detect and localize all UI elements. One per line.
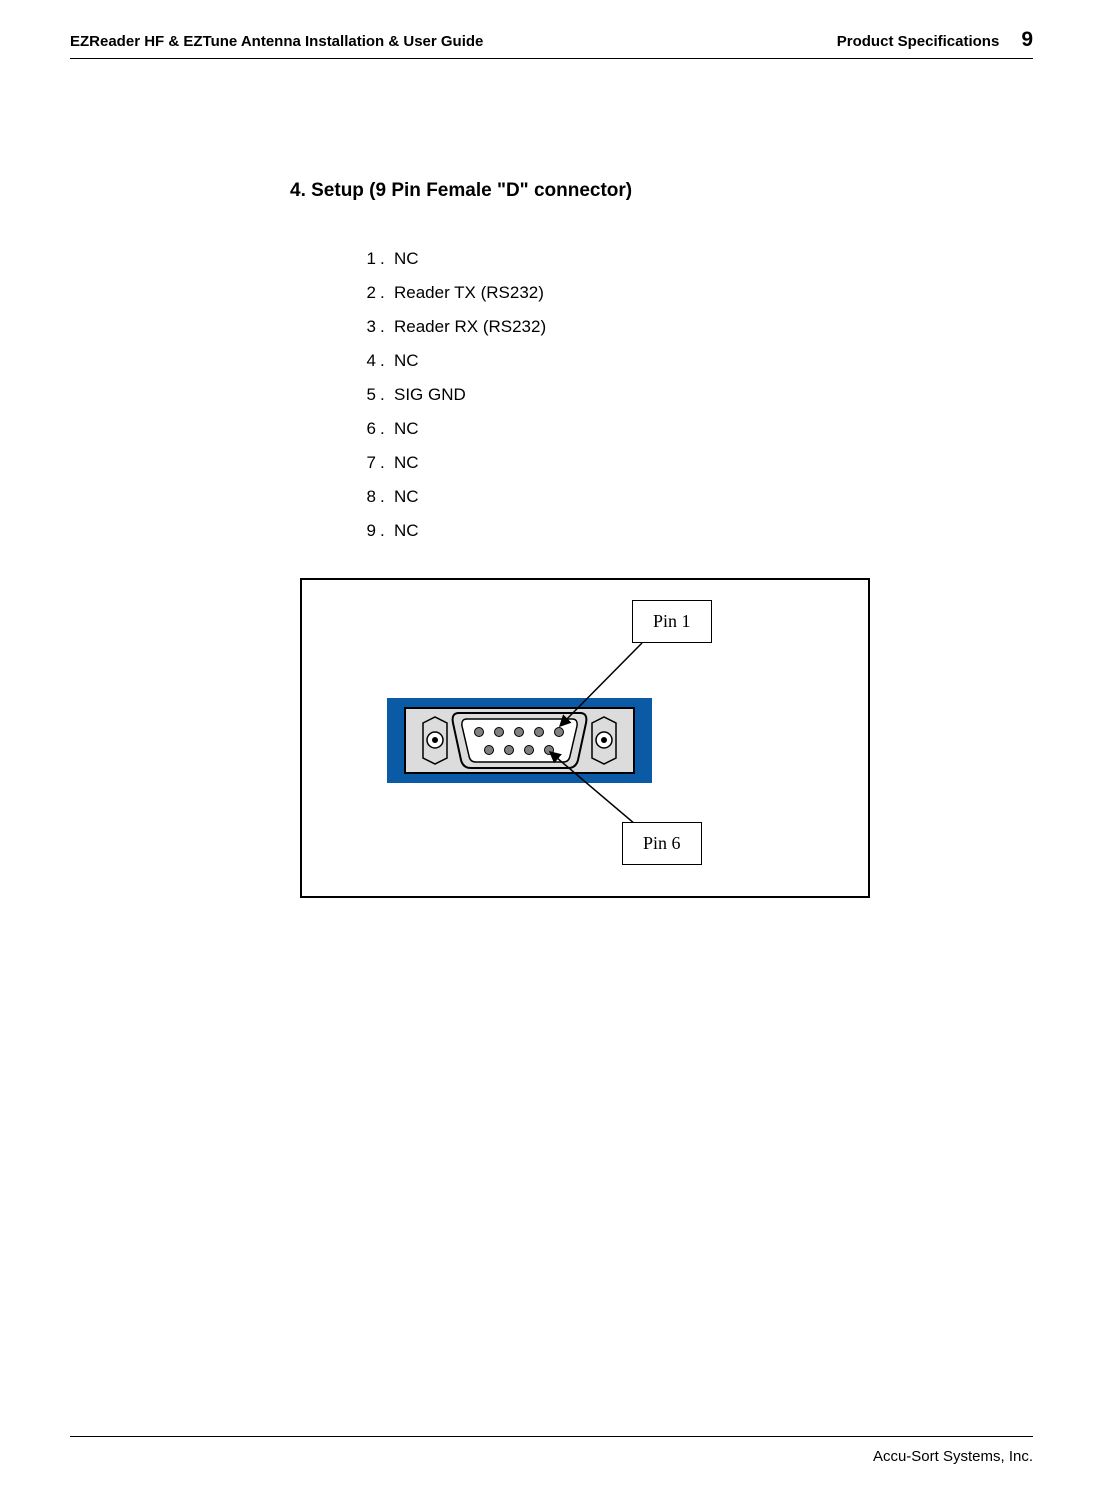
pin-dot: . bbox=[380, 412, 394, 446]
pin-label: Reader TX (RS232) bbox=[394, 276, 544, 310]
pin-assignment-list: 1.NC 2.Reader TX (RS232) 3.Reader RX (RS… bbox=[290, 242, 930, 548]
pin-label: NC bbox=[394, 242, 419, 276]
header-right-group: Product Specifications 9 bbox=[837, 28, 1033, 52]
db9-connector-icon bbox=[387, 698, 652, 783]
pin-label: NC bbox=[394, 446, 419, 480]
list-item: 6.NC bbox=[350, 412, 930, 446]
pin-dot: . bbox=[380, 310, 394, 344]
footer-divider bbox=[70, 1436, 1033, 1437]
section-heading: 4. Setup (9 Pin Female "D" connector) bbox=[290, 180, 930, 202]
pin-number: 9 bbox=[350, 514, 380, 548]
pin6-callout: Pin 6 bbox=[622, 822, 702, 865]
footer-company: Accu-Sort Systems, Inc. bbox=[873, 1448, 1033, 1465]
pin-dot: . bbox=[380, 514, 394, 548]
list-item: 8.NC bbox=[350, 480, 930, 514]
pin-dot: . bbox=[380, 446, 394, 480]
list-item: 5.SIG GND bbox=[350, 378, 930, 412]
pin-number: 8 bbox=[350, 480, 380, 514]
pin-label: NC bbox=[394, 514, 419, 548]
pin-label: SIG GND bbox=[394, 378, 466, 412]
header-page-number: 9 bbox=[1021, 28, 1033, 52]
pin-label: NC bbox=[394, 480, 419, 514]
header-divider bbox=[70, 58, 1033, 59]
pin-label: NC bbox=[394, 344, 419, 378]
list-item: 4.NC bbox=[350, 344, 930, 378]
list-item: 2.Reader TX (RS232) bbox=[350, 276, 930, 310]
pin1-callout: Pin 1 bbox=[632, 600, 712, 643]
pin-number: 7 bbox=[350, 446, 380, 480]
list-item: 3.Reader RX (RS232) bbox=[350, 310, 930, 344]
header-doc-title: EZReader HF & EZTune Antenna Installatio… bbox=[70, 33, 483, 50]
pin-dot: . bbox=[380, 344, 394, 378]
pin-number: 6 bbox=[350, 412, 380, 446]
page-header: EZReader HF & EZTune Antenna Installatio… bbox=[70, 28, 1033, 52]
pin-number: 1 bbox=[350, 242, 380, 276]
main-content: 4. Setup (9 Pin Female "D" connector) 1.… bbox=[290, 180, 930, 898]
list-item: 7.NC bbox=[350, 446, 930, 480]
list-item: 9.NC bbox=[350, 514, 930, 548]
pin-label: Reader RX (RS232) bbox=[394, 310, 546, 344]
pin-dot: . bbox=[380, 480, 394, 514]
pin-dot: . bbox=[380, 242, 394, 276]
pin-number: 4 bbox=[350, 344, 380, 378]
pin-number: 5 bbox=[350, 378, 380, 412]
header-section-name: Product Specifications bbox=[837, 33, 1000, 50]
pin-number: 2 bbox=[350, 276, 380, 310]
list-item: 1.NC bbox=[350, 242, 930, 276]
pin-dot: . bbox=[380, 276, 394, 310]
pin-dot: . bbox=[380, 378, 394, 412]
connector-diagram: Pin 1 Pin 6 bbox=[300, 578, 870, 898]
pin-label: NC bbox=[394, 412, 419, 446]
pin-number: 3 bbox=[350, 310, 380, 344]
